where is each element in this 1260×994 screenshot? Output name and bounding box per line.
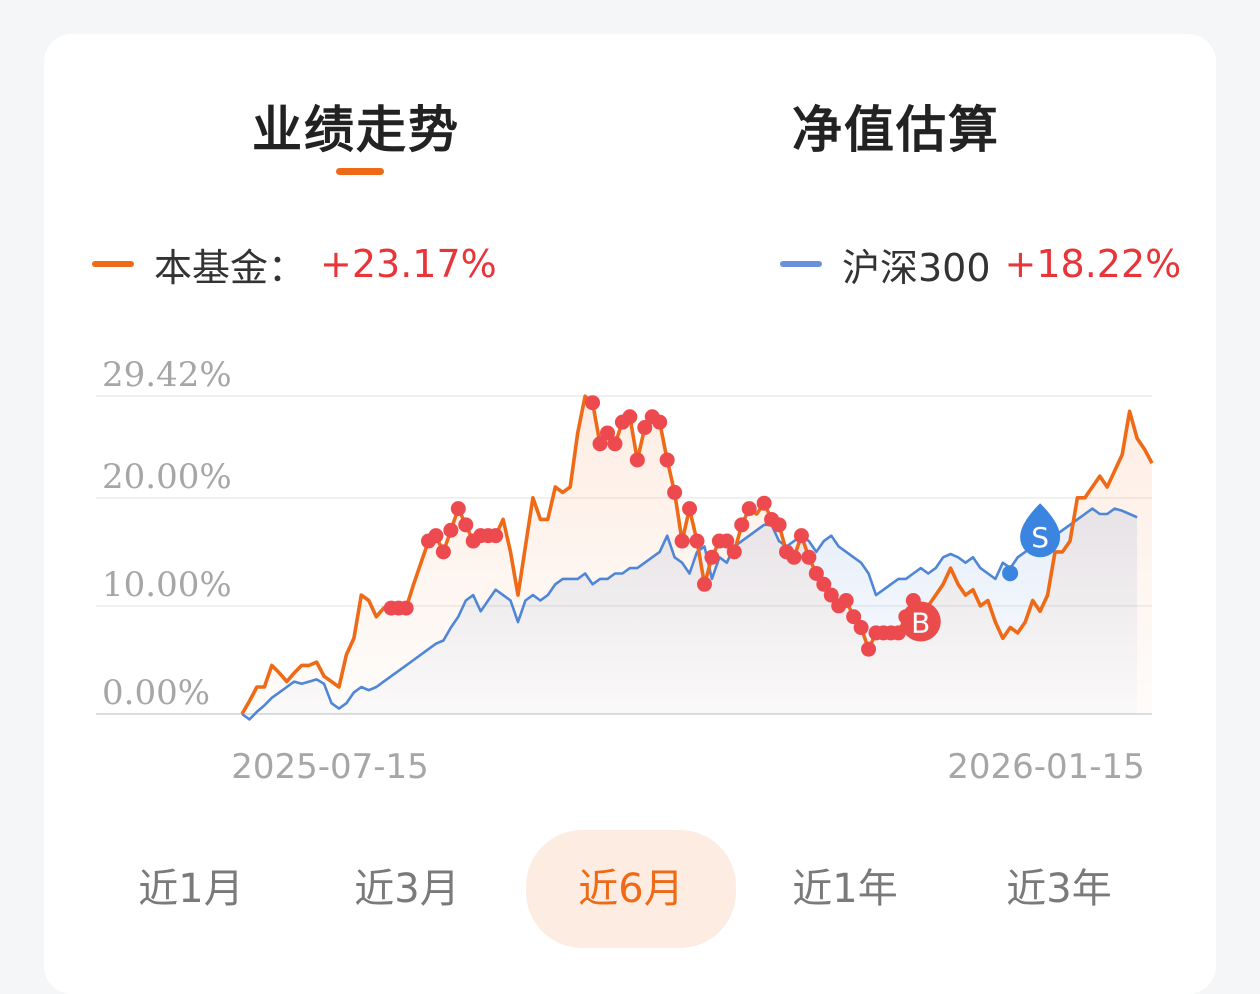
- x-tick-label: 2026-01-15: [947, 747, 1145, 787]
- trade-dot: [443, 522, 459, 538]
- legend-index: 沪深300 +18.22%: [780, 239, 1182, 290]
- period-1y[interactable]: 近1年: [792, 866, 898, 912]
- period-3y[interactable]: 近3年: [1006, 866, 1112, 912]
- performance-chart: 29.42% 20.00% 10.00% 0.00% 2025-07-15 2026-01…: [96, 355, 1154, 787]
- tab-performance[interactable]: 业绩走势: [252, 101, 460, 159]
- legend-fund-name: 本基金：: [154, 245, 307, 290]
- y-tick-label: 29.42%: [102, 355, 232, 395]
- y-tick-label: 10.00%: [102, 565, 232, 605]
- period-6m[interactable]: 近6月: [526, 830, 736, 948]
- trade-dot: [786, 549, 802, 565]
- sell-anchor-dot: [1002, 565, 1019, 582]
- buy-marker-label: B: [911, 607, 930, 640]
- y-tick-label: 0.00%: [102, 673, 210, 713]
- trade-dot: [734, 517, 750, 533]
- trade-dot: [861, 641, 877, 657]
- trade-dot: [435, 544, 451, 560]
- period-1m[interactable]: 近1月: [138, 866, 244, 912]
- trade-dot: [592, 436, 608, 452]
- tab-nav-estimate[interactable]: 净值估算: [792, 101, 1000, 159]
- trade-dot: [585, 395, 601, 411]
- trade-dot: [659, 452, 675, 468]
- legend-fund: 本基金： +23.17%: [92, 239, 497, 290]
- buy-marker: [900, 601, 941, 642]
- trade-dot: [696, 576, 712, 592]
- trade-dot: [488, 528, 504, 544]
- trade-dot: [674, 533, 690, 549]
- trade-dot: [428, 528, 444, 544]
- trade-dot: [823, 587, 839, 603]
- trade-dot: [719, 533, 735, 549]
- trade-dot: [853, 620, 869, 636]
- trade-dot: [667, 484, 683, 500]
- x-tick-label: 2025-07-15: [231, 747, 429, 787]
- y-tick-label: 20.00%: [102, 457, 232, 497]
- trade-dot: [771, 517, 787, 533]
- period-selector: 近1月 近3月 近6月 近1年 近3年: [44, 830, 1216, 948]
- trade-dot: [793, 528, 809, 544]
- trade-dot: [689, 533, 705, 549]
- trade-dot: [846, 609, 862, 625]
- trade-dot: [682, 501, 698, 517]
- trade-dot: [890, 625, 906, 641]
- trade-dot: [838, 593, 854, 609]
- trade-dot: [607, 436, 623, 452]
- series-line-index: [241, 507, 1138, 721]
- trade-dot: [458, 517, 474, 533]
- trade-dot: [816, 576, 832, 592]
- sell-marker-label: S: [1031, 521, 1049, 554]
- trade-dot: [652, 414, 668, 430]
- trade-dot: [756, 495, 772, 511]
- trade-dot: [801, 549, 817, 565]
- sell-marker: [1020, 503, 1061, 558]
- legend-index-value: +18.22%: [1004, 242, 1182, 286]
- trade-dot: [741, 501, 757, 517]
- period-3m[interactable]: 近3月: [354, 866, 460, 912]
- trade-dot: [808, 565, 824, 581]
- legend-fund-value: +23.17%: [320, 242, 497, 286]
- trade-dot: [726, 544, 742, 560]
- performance-card: 业绩走势 净值估算 本基金： +23.17% 沪深300 +18.22% 29.…: [44, 34, 1216, 994]
- trade-dot: [622, 409, 638, 425]
- trade-dot: [450, 501, 466, 517]
- trade-dot: [398, 600, 414, 616]
- trade-dot: [599, 425, 615, 441]
- trade-dot: [629, 452, 645, 468]
- index-line-swatch: [780, 261, 822, 267]
- trade-dot: [637, 420, 653, 436]
- fund-line-swatch: [92, 261, 134, 267]
- active-tab-indicator: [336, 168, 384, 175]
- trade-dot: [704, 549, 720, 565]
- legend-index-name: 沪深300: [842, 245, 991, 290]
